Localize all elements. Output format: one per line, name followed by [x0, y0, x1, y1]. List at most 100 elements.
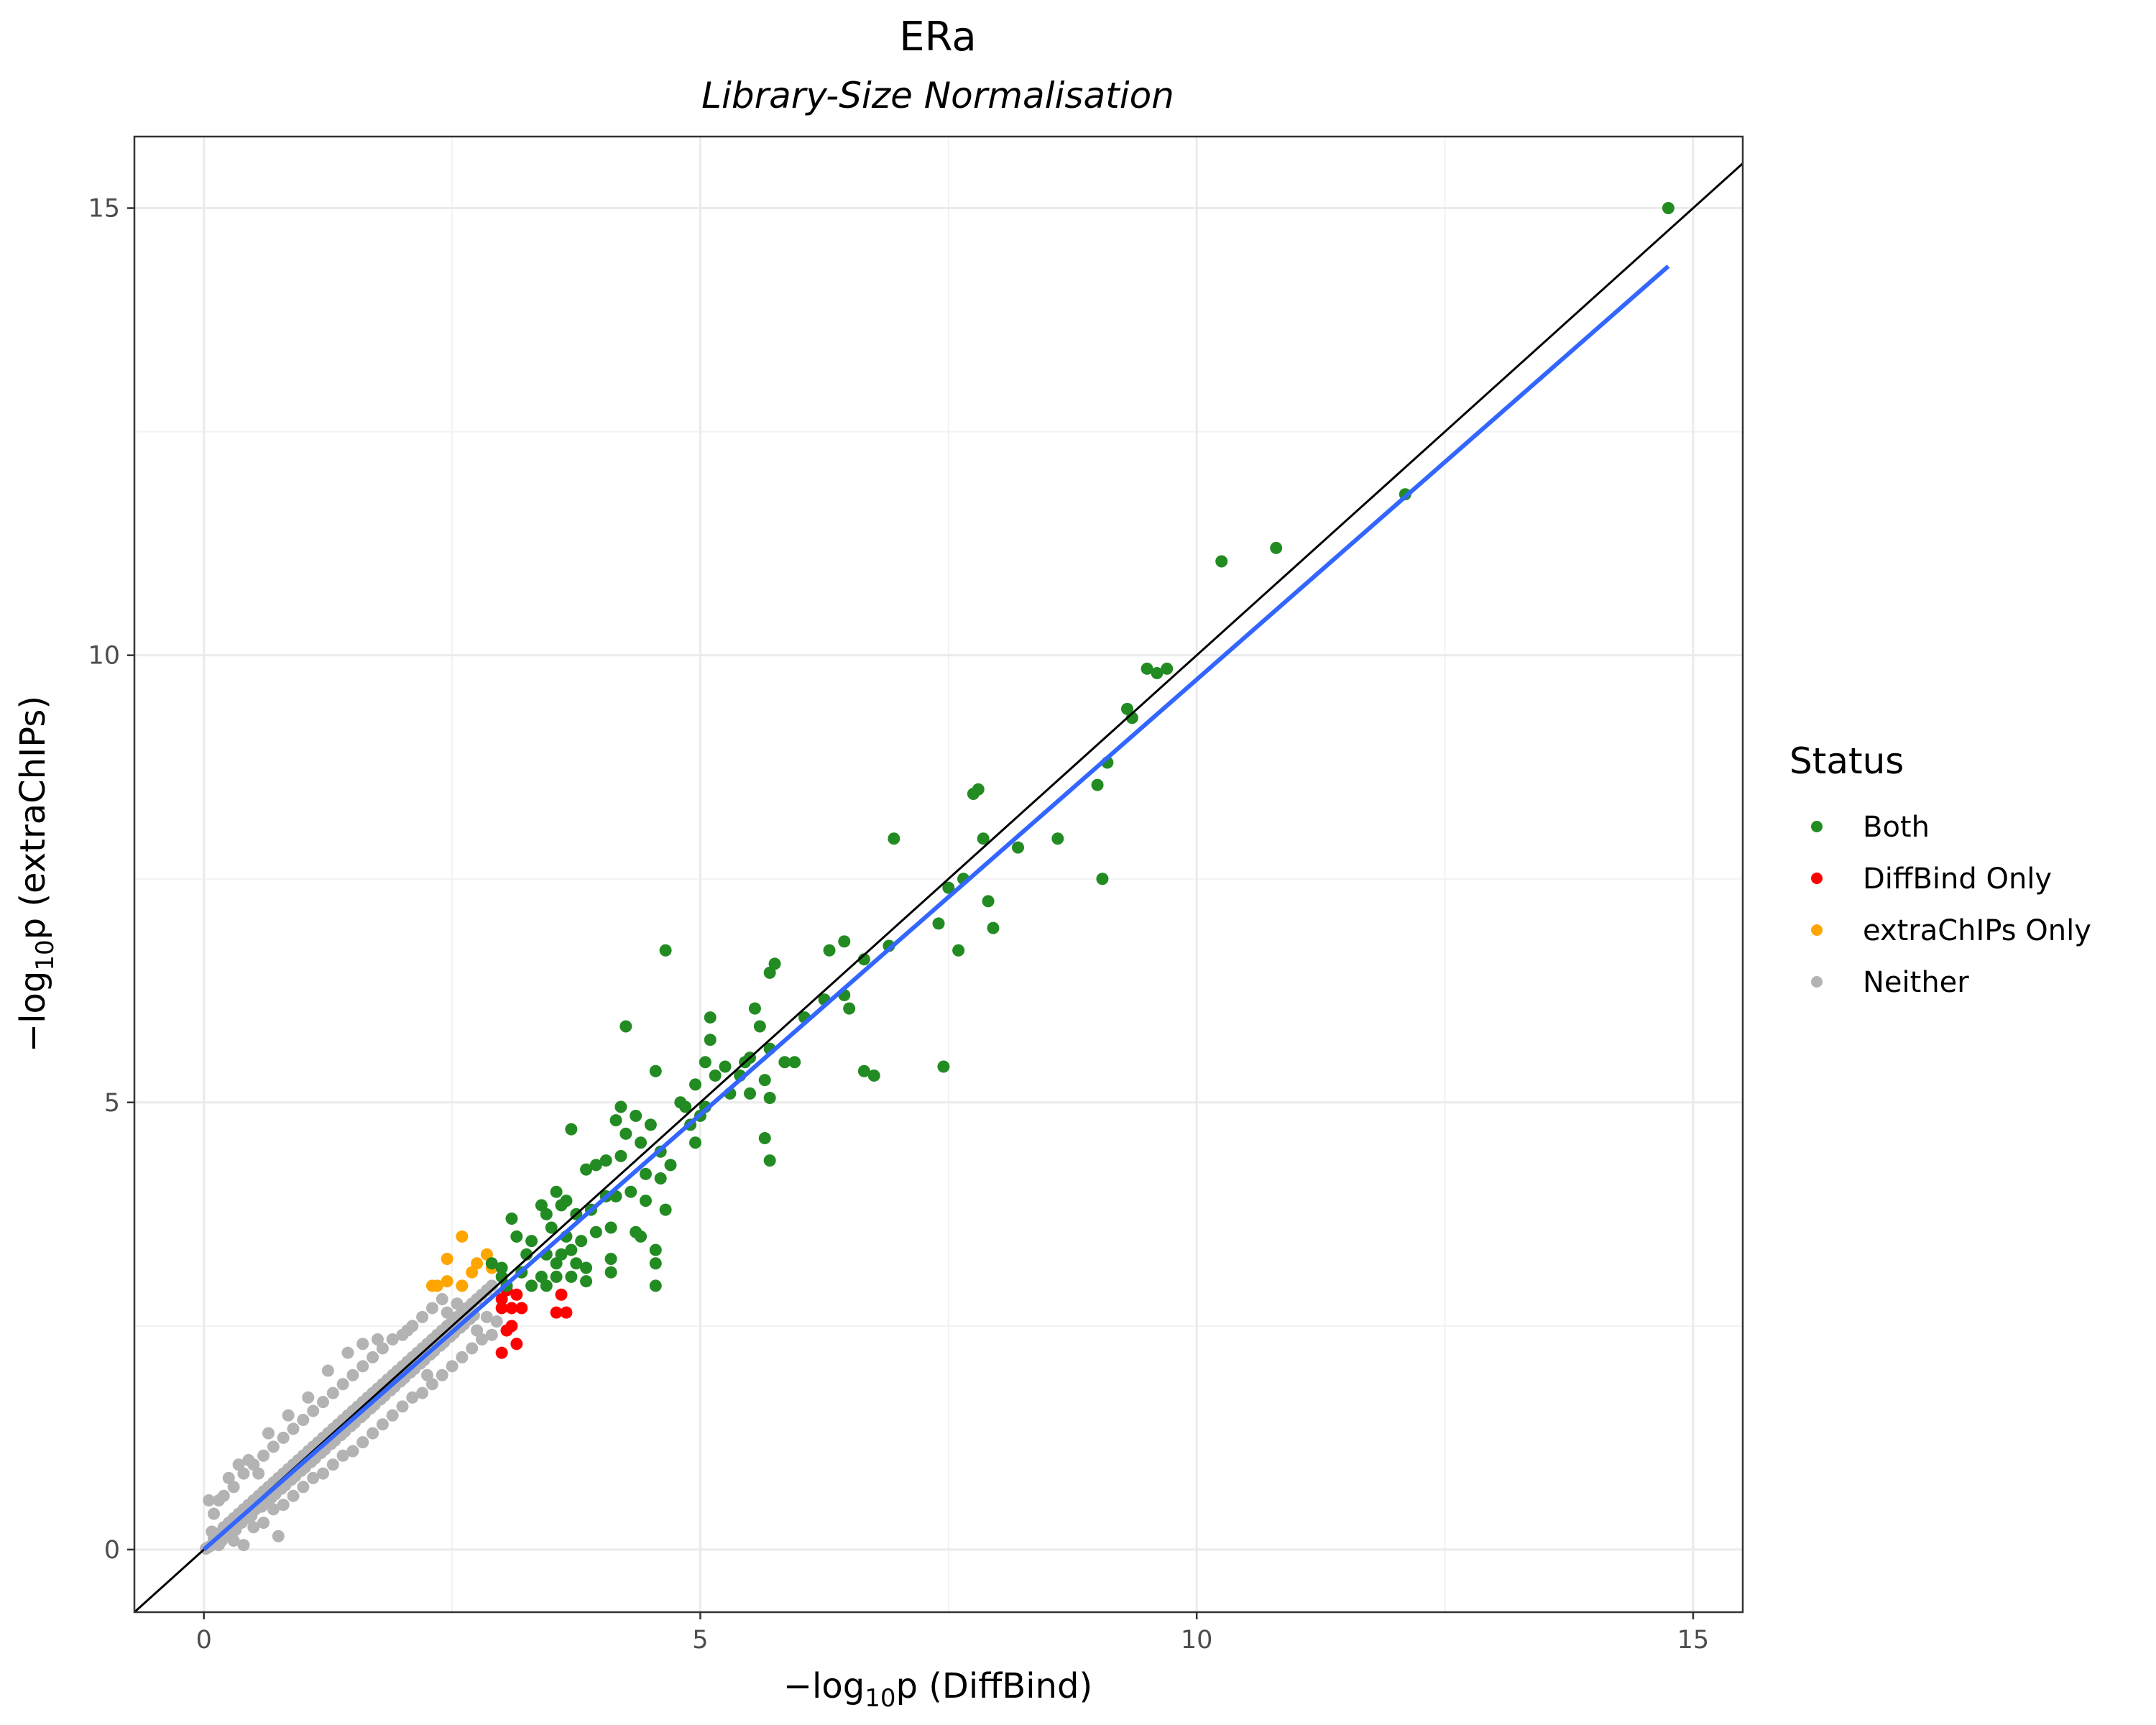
- data-point-neither: [307, 1404, 320, 1417]
- data-point-neither: [307, 1471, 320, 1484]
- data-point-neither: [217, 1489, 230, 1502]
- legend-label-neither: Neither: [1863, 966, 1969, 999]
- data-point-neither: [446, 1360, 459, 1373]
- data-point-both: [1161, 662, 1174, 675]
- data-point-neither: [316, 1467, 329, 1480]
- legend-item-diffbind-only: DiffBind Only: [1811, 862, 2052, 896]
- data-point-both: [540, 1279, 553, 1292]
- data-point-both: [763, 1154, 776, 1167]
- data-point-neither: [396, 1400, 409, 1413]
- data-point-both: [1270, 541, 1283, 554]
- chart-subtitle: Library-Size Normalisation: [701, 75, 1174, 116]
- data-point-both: [659, 944, 672, 957]
- data-point-neither: [336, 1378, 349, 1391]
- data-point-neither: [237, 1539, 250, 1552]
- data-point-both: [589, 1159, 602, 1172]
- data-point-both: [550, 1270, 563, 1283]
- data-point-neither: [277, 1431, 290, 1444]
- y-axis-title-prefix: −log: [13, 971, 53, 1052]
- x-axis-title: −log10p (DiffBind): [783, 1666, 1092, 1713]
- data-point-neither: [416, 1386, 429, 1399]
- data-point-neither: [471, 1324, 484, 1337]
- data-point-extrachips-only: [471, 1257, 484, 1270]
- data-point-both: [589, 1225, 602, 1238]
- data-point-both: [580, 1163, 593, 1176]
- y-tick-label: 5: [104, 1089, 120, 1118]
- data-point-both: [748, 1002, 761, 1015]
- data-point-neither: [252, 1467, 265, 1480]
- data-point-both: [635, 1136, 648, 1149]
- data-point-both: [679, 1100, 692, 1113]
- plot-panel: [133, 135, 1744, 1614]
- data-point-both: [867, 1069, 880, 1082]
- data-point-both: [744, 1087, 757, 1100]
- data-point-neither: [222, 1471, 235, 1484]
- data-point-neither: [277, 1499, 290, 1512]
- data-point-diffbind-only: [495, 1293, 508, 1306]
- legend-key-both: [1811, 821, 1823, 832]
- x-axis-title-subscript: 10: [865, 1684, 895, 1713]
- data-point-both: [599, 1154, 612, 1167]
- data-point-neither: [485, 1328, 498, 1341]
- data-point-both: [614, 1149, 627, 1162]
- data-point-both: [788, 1056, 801, 1069]
- data-point-both: [630, 1109, 642, 1122]
- legend-item-extrachips-only: extraChIPs Only: [1811, 914, 2091, 947]
- data-point-neither: [282, 1409, 295, 1422]
- data-point-both: [838, 935, 851, 948]
- data-point-neither: [441, 1306, 453, 1319]
- data-point-neither: [346, 1445, 359, 1458]
- data-point-neither: [386, 1409, 399, 1422]
- data-point-neither: [456, 1351, 469, 1363]
- data-point-both: [644, 1118, 657, 1131]
- data-point-both: [555, 1199, 568, 1212]
- data-point-neither: [247, 1521, 260, 1534]
- data-point-both: [654, 1172, 667, 1185]
- data-point-neither: [336, 1449, 349, 1462]
- data-point-neither: [242, 1453, 255, 1466]
- data-point-both: [575, 1235, 588, 1248]
- data-point-neither: [297, 1413, 310, 1426]
- data-point-neither: [421, 1368, 434, 1381]
- data-point-both: [942, 881, 955, 894]
- data-point-both: [967, 788, 980, 801]
- data-point-extrachips-only: [441, 1253, 453, 1266]
- data-point-both: [857, 1064, 870, 1077]
- data-point-both: [550, 1257, 563, 1270]
- data-point-both: [768, 957, 781, 970]
- data-point-both: [823, 944, 836, 957]
- data-point-both: [505, 1213, 518, 1225]
- data-point-both: [1141, 662, 1153, 675]
- x-axis-ticks: 0 5 10 15: [196, 1612, 1710, 1655]
- data-point-both: [485, 1257, 498, 1270]
- y-axis-title-suffix: p (extraChIPs): [13, 696, 53, 939]
- data-point-both: [982, 895, 995, 908]
- data-point-both: [709, 1069, 722, 1082]
- x-tick-label: 15: [1677, 1626, 1710, 1655]
- data-point-both: [1091, 778, 1104, 791]
- grid-lines: [134, 137, 1743, 1612]
- data-point-both: [689, 1136, 702, 1149]
- data-point-extrachips-only: [456, 1230, 469, 1243]
- data-point-both: [510, 1230, 523, 1243]
- data-point-both: [540, 1208, 553, 1220]
- data-point-diffbind-only: [510, 1338, 523, 1351]
- data-point-extrachips-only: [480, 1248, 493, 1261]
- data-point-both: [625, 1185, 637, 1198]
- data-point-diffbind-only: [500, 1324, 513, 1337]
- data-point-both: [639, 1167, 652, 1180]
- data-point-neither: [262, 1427, 275, 1440]
- data-point-neither: [436, 1293, 448, 1306]
- data-point-both: [1215, 555, 1228, 568]
- data-point-both: [525, 1235, 538, 1248]
- data-point-diffbind-only: [495, 1346, 508, 1359]
- data-point-neither: [371, 1333, 384, 1346]
- data-point-neither: [326, 1386, 339, 1399]
- legend-title: Status: [1789, 740, 1904, 782]
- data-point-both: [843, 1002, 856, 1015]
- data-point-both: [778, 1056, 791, 1069]
- legend-item-neither: Neither: [1811, 966, 1969, 999]
- data-point-neither: [326, 1458, 339, 1471]
- data-point-both: [565, 1123, 578, 1136]
